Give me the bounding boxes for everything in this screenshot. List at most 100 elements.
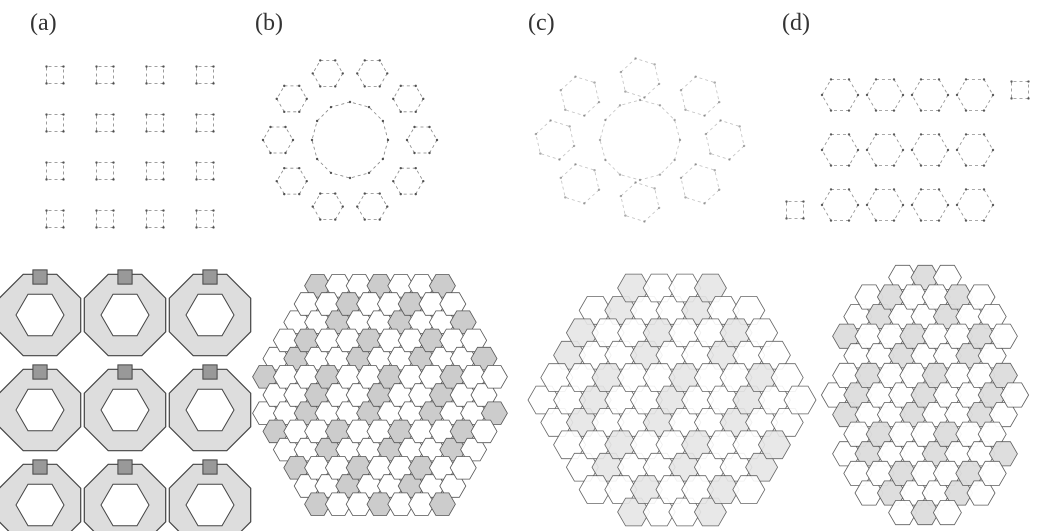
panel-label: (b)	[255, 10, 283, 36]
atom	[680, 177, 682, 179]
ring	[957, 189, 993, 220]
atom	[364, 192, 366, 194]
atom	[283, 167, 285, 169]
atom	[893, 219, 895, 221]
atom	[709, 152, 711, 154]
atom	[382, 158, 384, 160]
atom	[643, 96, 645, 98]
ring	[197, 211, 214, 228]
atom	[382, 120, 384, 122]
atom	[428, 152, 430, 154]
atom	[1010, 80, 1012, 82]
atom	[319, 85, 321, 87]
atom	[400, 193, 402, 195]
atom	[1027, 97, 1029, 99]
atom	[349, 177, 351, 179]
ring	[822, 134, 858, 165]
ring	[97, 67, 114, 84]
atom	[574, 75, 576, 77]
atom	[568, 125, 570, 127]
atom	[785, 200, 787, 202]
atom	[195, 65, 197, 67]
atom	[356, 205, 358, 207]
atom	[830, 78, 832, 80]
atom	[821, 149, 823, 151]
atom	[920, 133, 922, 135]
structures	[0, 57, 1030, 531]
atom	[298, 193, 300, 195]
atom	[920, 219, 922, 221]
atom	[634, 57, 636, 59]
atom	[212, 113, 214, 115]
panel-label: (c)	[528, 10, 555, 36]
atom	[620, 195, 622, 197]
atom	[269, 152, 271, 154]
atom	[145, 65, 147, 67]
atom	[413, 152, 415, 154]
atom	[162, 178, 164, 180]
atom	[62, 82, 64, 84]
atom	[112, 161, 114, 163]
atom	[316, 120, 318, 122]
atom	[535, 133, 537, 135]
ring	[197, 163, 214, 180]
atom	[821, 204, 823, 206]
atom	[643, 220, 645, 222]
atom	[112, 209, 114, 211]
atom	[539, 152, 541, 154]
atom	[604, 119, 606, 121]
atom	[292, 139, 294, 141]
ring	[561, 77, 599, 116]
atom	[1027, 80, 1029, 82]
atom	[342, 205, 344, 207]
atom	[558, 158, 560, 160]
atom	[269, 126, 271, 128]
atom	[145, 130, 147, 132]
atom	[658, 207, 660, 209]
atom	[316, 158, 318, 160]
atom	[284, 126, 286, 128]
ring	[277, 168, 307, 194]
atom	[920, 78, 922, 80]
cage-face	[33, 270, 47, 284]
ring	[312, 102, 388, 178]
ring	[47, 163, 64, 180]
atom	[679, 139, 681, 141]
atom	[45, 178, 47, 180]
atom	[875, 164, 877, 166]
atom	[694, 163, 696, 165]
atom	[947, 204, 949, 206]
atom	[319, 192, 321, 194]
atom	[386, 72, 388, 74]
atom	[330, 106, 332, 108]
atom	[379, 218, 381, 220]
atom	[653, 187, 655, 189]
atom	[95, 65, 97, 67]
atom	[857, 94, 859, 96]
atom	[983, 188, 985, 190]
atom	[848, 188, 850, 190]
atom	[947, 149, 949, 151]
atom	[920, 188, 922, 190]
atom	[938, 164, 940, 166]
ring	[867, 134, 903, 165]
atom	[830, 164, 832, 166]
atom	[920, 164, 922, 166]
atom	[911, 204, 913, 206]
atom	[195, 82, 197, 84]
atom	[680, 89, 682, 91]
atom	[162, 82, 164, 84]
atom	[95, 113, 97, 115]
atom	[195, 161, 197, 163]
atom	[95, 161, 97, 163]
atom	[387, 139, 389, 141]
atom	[573, 145, 575, 147]
atom	[162, 226, 164, 228]
atom	[604, 159, 606, 161]
atom	[379, 59, 381, 61]
ring	[681, 77, 719, 116]
ring	[621, 59, 659, 98]
atom	[965, 219, 967, 221]
atom	[848, 109, 850, 111]
atom	[145, 226, 147, 228]
